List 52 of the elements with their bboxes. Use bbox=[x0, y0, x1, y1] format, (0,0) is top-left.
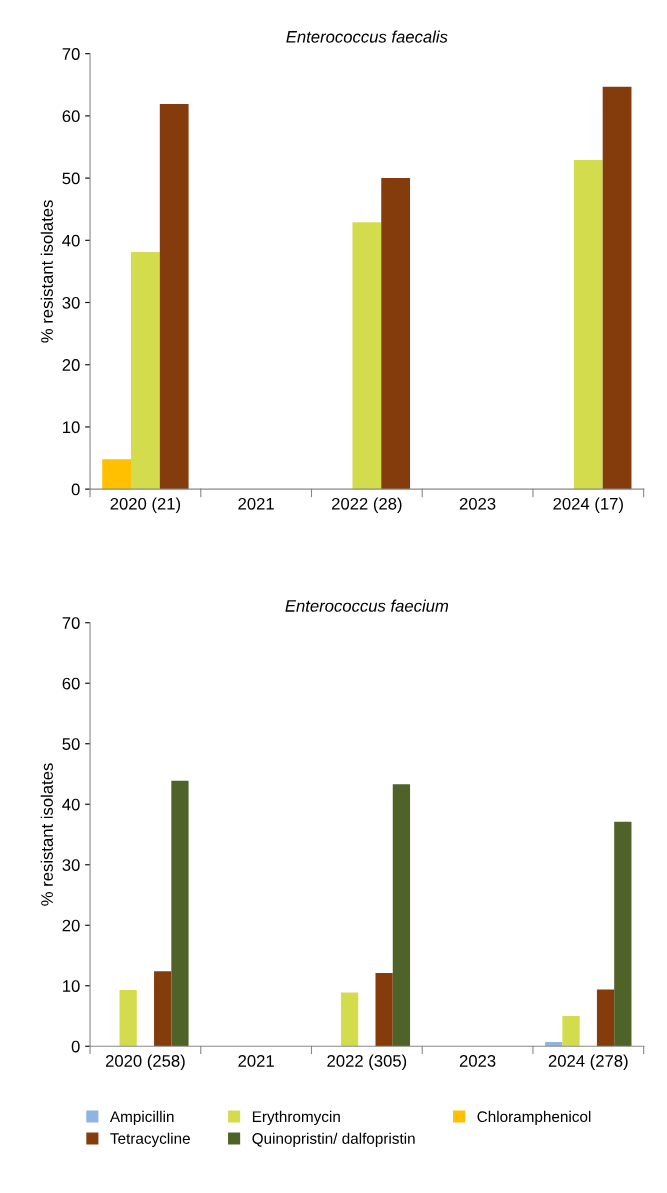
x-tick-label: 2024 (17) bbox=[553, 497, 623, 513]
y-tick-label: 20 bbox=[62, 359, 80, 371]
bar bbox=[375, 973, 393, 1047]
bar bbox=[562, 1016, 580, 1047]
bar bbox=[596, 989, 615, 1047]
y-tick-label: 20 bbox=[62, 919, 80, 932]
y-tick-label: 50 bbox=[62, 172, 80, 185]
x-tick-label: 2023 bbox=[459, 1055, 496, 1067]
x-tick-label: 2020 (21) bbox=[110, 497, 181, 513]
y-tick-label: 70 bbox=[62, 48, 80, 60]
legend-label: Ampicillin bbox=[109, 1110, 174, 1126]
x-tick-label: 2024 (278) bbox=[548, 1054, 628, 1071]
x-tick-label: 2023 bbox=[459, 497, 496, 510]
y-tick-label: 60 bbox=[62, 677, 80, 690]
bar bbox=[154, 971, 172, 1047]
bar bbox=[340, 992, 359, 1047]
bar bbox=[381, 178, 411, 490]
bar bbox=[102, 459, 132, 490]
bar bbox=[171, 780, 189, 1047]
legend-label: Tetracycline bbox=[110, 1132, 190, 1147]
y-tick-label: 50 bbox=[62, 738, 80, 750]
bar bbox=[545, 1042, 563, 1047]
y-axis-title: % resistant isolates bbox=[40, 200, 53, 343]
y-axis-title: % resistant isolates bbox=[40, 763, 53, 906]
y-tick-label: 30 bbox=[62, 859, 80, 871]
bar bbox=[131, 252, 160, 490]
x-tick-label: 2021 bbox=[238, 497, 274, 510]
legend-label: Chloramphenicol bbox=[477, 1110, 591, 1126]
bar bbox=[159, 104, 189, 490]
y-tick-label: 10 bbox=[63, 421, 80, 434]
y-tick-label: 40 bbox=[62, 234, 80, 247]
y-tick-label: 40 bbox=[62, 798, 80, 811]
x-tick-label: 2020 (258) bbox=[105, 1054, 185, 1071]
x-tick-label: 2022 (28) bbox=[332, 497, 402, 513]
bar bbox=[602, 86, 632, 490]
chart-title: Enterococcus faecalis bbox=[286, 30, 448, 43]
y-tick-label: 0 bbox=[71, 1040, 80, 1053]
y-tick-label: 70 bbox=[62, 617, 80, 629]
legend-label: Erythromycin bbox=[252, 1110, 340, 1126]
y-tick-label: 60 bbox=[62, 110, 80, 123]
bar bbox=[352, 222, 382, 490]
bar bbox=[573, 160, 603, 490]
chart-title: Enterococcus faecium bbox=[285, 599, 449, 612]
y-tick-label: 0 bbox=[71, 483, 80, 496]
legend-label: Quinopristin/ dalfopristin bbox=[252, 1132, 415, 1147]
y-tick-label: 10 bbox=[63, 980, 80, 992]
bar bbox=[392, 784, 411, 1047]
bar bbox=[614, 821, 632, 1047]
y-tick-label: 30 bbox=[62, 296, 80, 309]
x-tick-label: 2022 (305) bbox=[327, 1054, 407, 1071]
bar bbox=[119, 989, 137, 1047]
x-tick-label: 2021 bbox=[238, 1055, 274, 1067]
